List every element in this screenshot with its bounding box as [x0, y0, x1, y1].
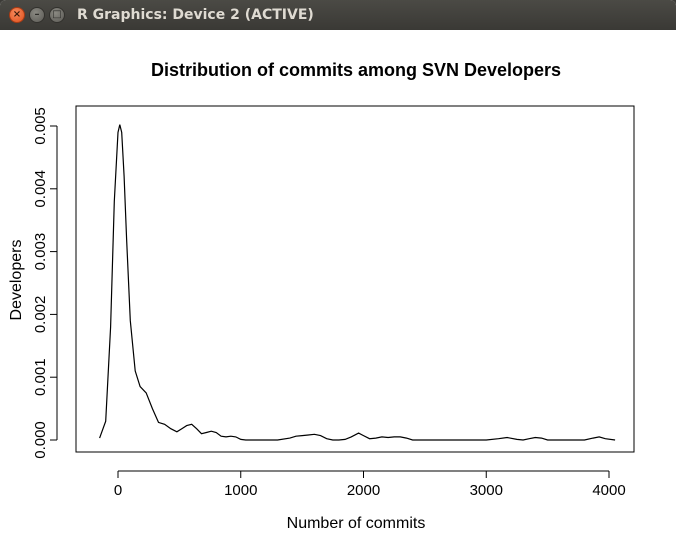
- y-tick-label: 0.004: [32, 170, 49, 208]
- title-bar[interactable]: × – □ R Graphics: Device 2 (ACTIVE): [0, 0, 676, 31]
- minimize-icon: –: [34, 9, 40, 20]
- y-tick-label: 0.000: [32, 421, 49, 459]
- close-icon: ×: [12, 9, 22, 20]
- axes: 0 1000 2000 3000 4000 0.000 0.001 0.002 0.003 0.0…: [32, 107, 626, 499]
- x-tick-label: 2000: [347, 482, 380, 499]
- plot-box: [75, 105, 635, 453]
- chart-title: Distribution of commits among SVN Develo…: [151, 60, 561, 80]
- minimize-window-button[interactable]: –: [29, 7, 45, 23]
- x-axis-label: Number of commits: [287, 515, 426, 532]
- plot-canvas: Distribution of commits among SVN Develo…: [0, 30, 676, 552]
- x-tick-label: 4000: [592, 482, 625, 499]
- close-window-button[interactable]: ×: [9, 7, 25, 23]
- y-axis-label: Developers: [8, 240, 25, 321]
- y-tick-label: 0.002: [32, 296, 49, 334]
- window-title: R Graphics: Device 2 (ACTIVE): [77, 7, 314, 23]
- y-tick-label: 0.001: [32, 358, 49, 396]
- x-tick-label: 3000: [470, 482, 503, 499]
- x-tick-label: 0: [114, 482, 122, 499]
- y-tick-label: 0.003: [32, 233, 49, 271]
- x-tick-label: 1000: [224, 482, 257, 499]
- density-line: [99, 124, 616, 441]
- density-chart: Distribution of commits among SVN Develo…: [8, 60, 635, 532]
- y-tick-label: 0.005: [32, 107, 49, 145]
- maximize-window-button[interactable]: □: [49, 7, 65, 23]
- maximize-icon: □: [52, 9, 62, 20]
